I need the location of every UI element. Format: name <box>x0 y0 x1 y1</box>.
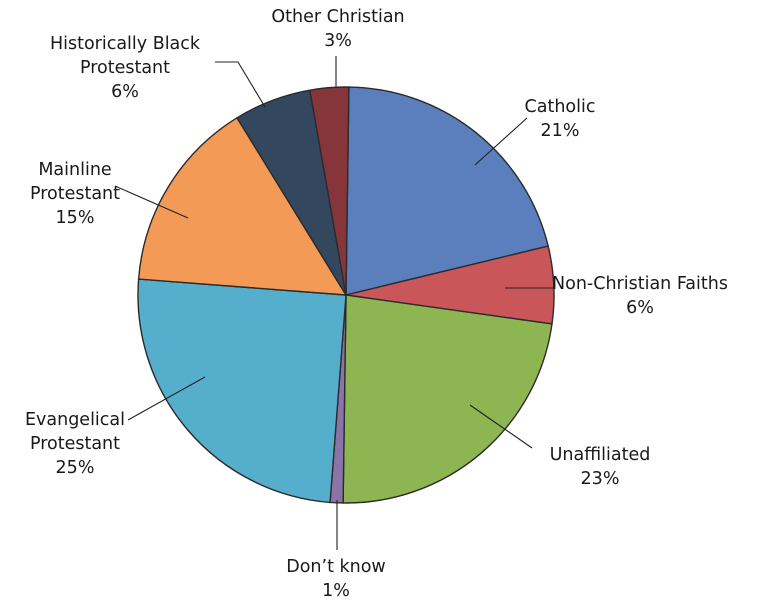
label-other-christian-line-2: 3% <box>324 31 352 51</box>
label-other-christian-line-1: Other Christian <box>271 7 404 27</box>
label-mainline-protestant-line-1: Mainline <box>38 160 111 180</box>
label-evangelical-protestant-line-3: 25% <box>56 458 95 478</box>
leader-line-mainline-protestant <box>114 185 189 219</box>
label-catholic-line-2: 21% <box>541 121 580 141</box>
slice-unaffiliated <box>342 294 553 504</box>
slice-mainline-protestant <box>137 116 348 296</box>
label-mainline-protestant-line-3: 15% <box>56 208 95 228</box>
label-mainline-protestant-line-2: Protestant <box>30 184 120 204</box>
slice-other-christian <box>309 86 350 296</box>
slice-catholic <box>345 86 550 296</box>
leader-line-historically-black-protestant <box>215 61 266 108</box>
label-don-t-know-line-1: Don’t know <box>286 557 386 577</box>
slice-evangelical-protestant <box>137 278 347 504</box>
slice-labels: Catholic 21% Non-Christian Faiths 6% Unaffil… <box>25 7 728 601</box>
label-don-t-know-line-2: 1% <box>322 581 350 601</box>
label-historically-black-protestant-line-2: Protestant <box>80 58 170 78</box>
label-evangelical-protestant-line-2: Protestant <box>30 434 120 454</box>
leader-line-unaffiliated <box>469 404 533 449</box>
leader-lines <box>114 56 555 550</box>
leader-line-catholic <box>474 117 528 166</box>
leader-line-evangelical-protestant <box>127 376 206 421</box>
label-historically-black-protestant-line-1: Historically Black <box>50 34 201 54</box>
label-unaffiliated-line-2: 23% <box>581 469 620 489</box>
label-catholic-line-1: Catholic <box>525 97 596 117</box>
label-non-christian-faiths-line-1: Non-Christian Faiths <box>552 274 728 294</box>
label-historically-black-protestant-line-3: 6% <box>111 82 139 102</box>
label-non-christian-faiths-line-2: 6% <box>626 298 654 318</box>
pie-slices <box>137 86 555 504</box>
label-evangelical-protestant-line-1: Evangelical <box>25 410 125 430</box>
label-unaffiliated-line-1: Unaffiliated <box>550 445 651 465</box>
